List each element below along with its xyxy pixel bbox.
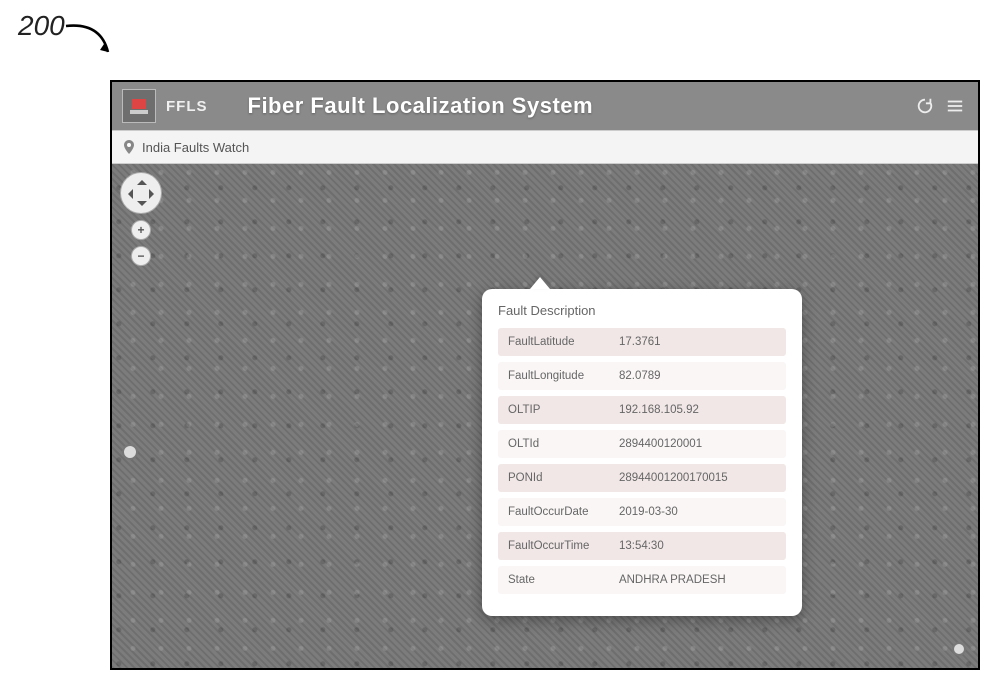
popup-row: FaultOccurTime 13:54:30 [498, 532, 786, 560]
popup-key: State [498, 574, 619, 586]
popup-rows: FaultLatitude 17.3761 FaultLongitude 82.… [498, 328, 786, 594]
popup-value: ANDHRA PRADESH [619, 574, 786, 586]
app-window: FFLS Fiber Fault Localization System Ind… [110, 80, 980, 670]
popup-key: FaultLatitude [498, 336, 619, 348]
popup-row: FaultOccurDate 2019-03-30 [498, 498, 786, 526]
popup-row: OLTIP 192.168.105.92 [498, 396, 786, 424]
map-attribution-icon[interactable] [952, 642, 966, 656]
menu-icon[interactable] [946, 97, 964, 115]
popup-value: 2019-03-30 [619, 506, 786, 518]
pan-left-icon[interactable] [123, 189, 133, 199]
header-actions [916, 97, 964, 115]
logo-icon [129, 96, 149, 116]
popup-value: 192.168.105.92 [619, 404, 786, 416]
app-logo[interactable] [122, 89, 156, 123]
app-abbrev: FFLS [166, 98, 208, 115]
app-header: FFLS Fiber Fault Localization System [112, 82, 978, 130]
popup-title: Fault Description [498, 303, 786, 318]
popup-value: 82.0789 [619, 370, 786, 382]
popup-row: FaultLongitude 82.0789 [498, 362, 786, 390]
fault-popup: Fault Description FaultLatitude 17.3761 … [482, 289, 802, 616]
pan-up-icon[interactable] [137, 175, 147, 185]
popup-value: 2894400120001 [619, 438, 786, 450]
popup-key: PONId [498, 472, 619, 484]
refresh-icon[interactable] [916, 97, 934, 115]
popup-row: FaultLatitude 17.3761 [498, 328, 786, 356]
popup-key: FaultLongitude [498, 370, 619, 382]
popup-row: State ANDHRA PRADESH [498, 566, 786, 594]
popup-key: FaultOccurDate [498, 506, 619, 518]
breadcrumb-bar: India Faults Watch [112, 130, 978, 164]
popup-value: 17.3761 [619, 336, 786, 348]
popup-key: FaultOccurTime [498, 540, 619, 552]
popup-value: 13:54:30 [619, 540, 786, 552]
zoom-out-button[interactable]: − [131, 246, 151, 266]
pan-down-icon[interactable] [137, 201, 147, 211]
breadcrumb-text[interactable]: India Faults Watch [142, 140, 249, 155]
popup-key: OLTIP [498, 404, 619, 416]
map-view[interactable]: + − Fault Description FaultLatitude 17.3… [112, 164, 978, 668]
figure-number-text: 200 [18, 10, 65, 41]
popup-value: 28944001200170015 [619, 472, 786, 484]
pan-control[interactable] [120, 172, 162, 214]
popup-key: OLTId [498, 438, 619, 450]
pan-right-icon[interactable] [149, 189, 159, 199]
app-title: Fiber Fault Localization System [248, 93, 594, 119]
popup-row: PONId 28944001200170015 [498, 464, 786, 492]
zoom-in-button[interactable]: + [131, 220, 151, 240]
pin-icon [124, 140, 134, 154]
map-marker[interactable] [122, 444, 138, 460]
figure-number-label: 200 [18, 10, 65, 42]
figure-arrow-icon [64, 22, 114, 62]
popup-row: OLTId 2894400120001 [498, 430, 786, 458]
map-controls: + − [120, 172, 162, 266]
